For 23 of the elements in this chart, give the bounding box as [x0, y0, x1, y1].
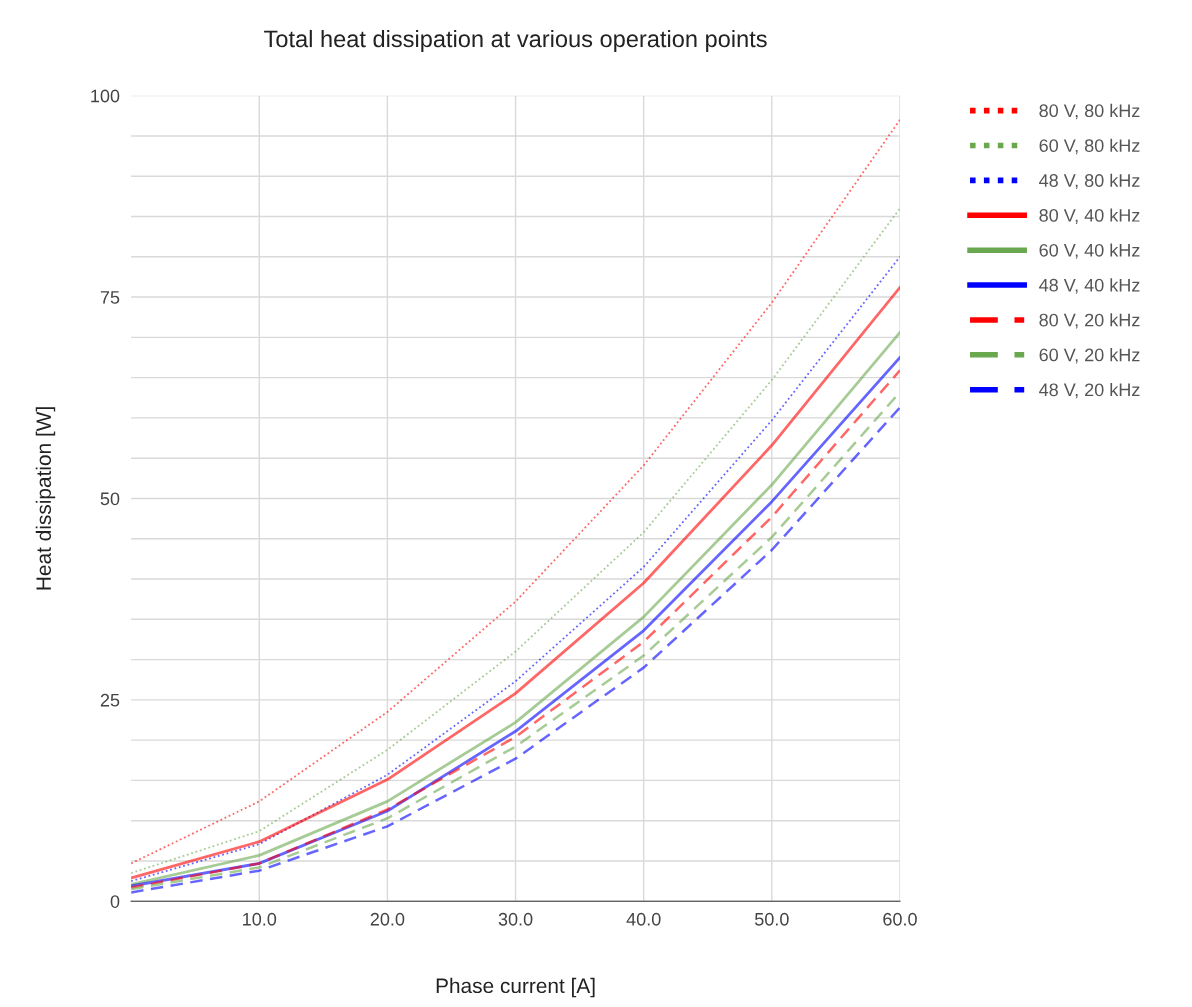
legend-label: 80 V, 20 kHz — [1039, 313, 1140, 329]
legend-label: 48 V, 80 kHz — [1039, 173, 1140, 190]
legend-label: 60 V, 40 kHz — [1039, 243, 1140, 259]
x-tick-label: 10.0 — [243, 912, 277, 926]
x-tick-label: 30.0 — [498, 912, 533, 926]
y-tick-label: 50 — [100, 492, 120, 506]
y-tick-label: 75 — [100, 291, 120, 304]
legend-label: 60 V, 20 kHz — [1039, 348, 1140, 364]
chart-title: Total heat dissipation at various operation points — [264, 29, 767, 52]
y-tick-label: 25 — [100, 693, 120, 707]
legend-label: 48 V, 40 kHz — [1039, 278, 1140, 294]
x-tick-label: 60.0 — [883, 912, 917, 926]
x-tick-label: 20.0 — [370, 912, 405, 926]
y-axis-title: Heat dissipation [W] — [35, 407, 56, 590]
legend-label: 80 V, 40 kHz — [1039, 208, 1140, 224]
x-axis-title: Phase current [A] — [436, 977, 595, 998]
x-tick-label: 40.0 — [626, 912, 661, 926]
legend-label: 48 V, 20 kHz — [1039, 382, 1140, 399]
legend-label: 80 V, 80 kHz — [1039, 103, 1140, 120]
x-tick-label: 50.0 — [754, 912, 789, 926]
legend-label: 60 V, 80 kHz — [1039, 138, 1140, 155]
y-tick-label: 100 — [91, 89, 120, 103]
y-tick-label: 0 — [110, 895, 120, 908]
